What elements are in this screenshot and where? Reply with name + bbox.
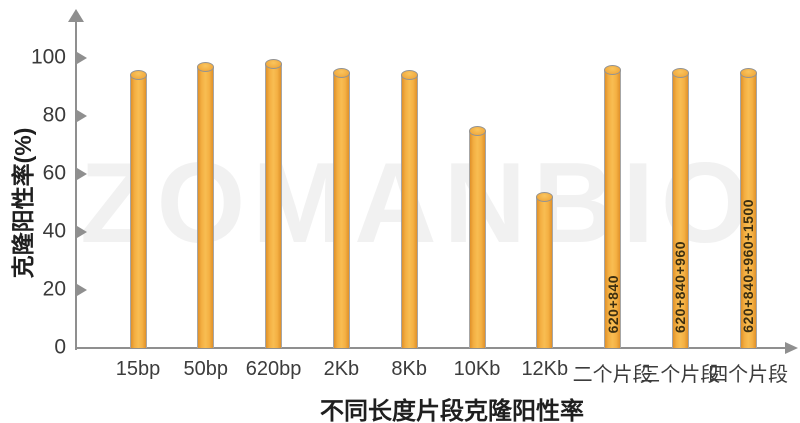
bar-15bp [129,70,147,348]
bar-10Kb [468,125,486,348]
y-tick-label: 100 [30,45,66,69]
y-tick-label: 60 [42,161,66,185]
x-tick-label: 四个片段 [708,364,789,386]
x-tick-label: 50bp [183,358,229,380]
bar-inner-label: 620+840+960+1500 [740,199,757,333]
bar-top-ellipse [536,192,554,203]
y-tick-arrow-icon [77,110,87,122]
x-tick-label: 二个片段 [572,364,653,386]
bar-top-ellipse [468,125,486,136]
bar-top-ellipse [197,61,215,72]
y-axis-title: 克隆阳性率(%) [10,127,36,279]
bar-50bp [197,61,215,348]
bar-二个片段: 620+840 [604,64,622,348]
bar-top-ellipse [671,67,689,78]
y-tick-arrow-icon [77,226,87,238]
y-tick-label: 0 [54,335,66,359]
x-tick-label: 2Kb [323,358,360,380]
bar-top-ellipse [265,58,283,69]
x-tick-label: 三个片段 [640,364,721,386]
y-tick-label: 40 [42,219,66,243]
bar-top-ellipse [129,70,147,81]
bar-12Kb [536,192,554,348]
bar-四个片段: 620+840+960+1500 [739,67,757,348]
bar-top-ellipse [604,64,622,75]
x-axis-line [75,347,787,349]
y-axis-line [75,20,77,350]
bar-8Kb [400,70,418,348]
bar-top-ellipse [332,67,350,78]
y-axis-arrow-icon [68,9,84,22]
bar-top-ellipse [739,67,757,78]
bar-2Kb [332,67,350,348]
y-tick-arrow-icon [77,168,87,180]
x-tick-label: 10Kb [453,358,501,380]
bar-inner-label: 620+840+960 [672,241,689,333]
x-tick-label: 620bp [245,358,302,380]
bar-620bp [265,58,283,348]
y-tick-arrow-icon [77,52,87,64]
bar-top-ellipse [400,70,418,81]
bar-三个片段: 620+840+960 [671,67,689,348]
x-axis-arrow-icon [785,342,798,354]
x-tick-label: 12Kb [521,358,569,380]
y-tick-label: 80 [42,103,66,127]
bar-inner-label: 620+840 [604,274,621,333]
x-tick-label: 15bp [115,358,161,380]
x-tick-label: 8Kb [391,358,427,380]
watermark-text: ZOMANBIO [80,140,757,267]
y-tick-label: 20 [42,277,66,301]
y-tick-arrow-icon [77,284,87,296]
x-axis-title: 不同长度片段克隆阳性率 [320,398,584,423]
